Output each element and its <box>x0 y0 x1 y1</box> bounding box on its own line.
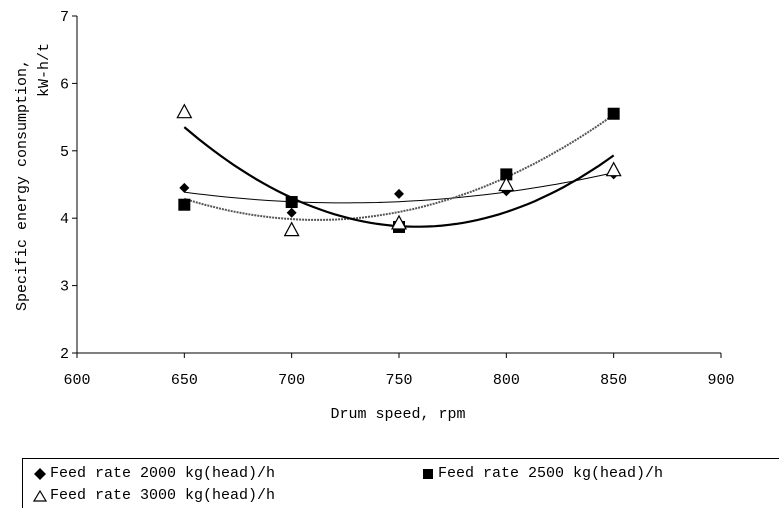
data-point-series-2 <box>178 198 191 211</box>
axes: 2 3 4 5 6 7 600 650 700 750 800 850 900 <box>60 9 735 389</box>
x-tick-label: 850 <box>600 372 627 389</box>
x-tick-label: 650 <box>171 372 198 389</box>
legend-item-2500: Feed rate 2500 kg(head)/h <box>421 465 663 482</box>
trendline-series-2 <box>184 113 615 221</box>
y-tick-label: 5 <box>60 144 69 161</box>
triangle-marker-icon <box>33 489 47 502</box>
x-tick-label: 750 <box>385 372 412 389</box>
y-tick-label: 7 <box>60 9 69 26</box>
data-point-series-3 <box>176 103 193 119</box>
diamond-marker-icon <box>34 467 46 480</box>
y-tick-label: 6 <box>60 76 69 93</box>
legend-item-2000: Feed rate 2000 kg(head)/h <box>33 465 275 482</box>
chart: 2 3 4 5 6 7 600 650 700 750 800 850 900 Drum speed, … <box>14 9 735 423</box>
data-point-series-1 <box>394 188 404 199</box>
data-point-series-3 <box>605 161 622 177</box>
y-tick-label: 4 <box>60 211 69 228</box>
y-tick-label: 2 <box>60 346 69 363</box>
square-marker-icon <box>423 468 433 479</box>
x-tick-label: 600 <box>63 372 90 389</box>
trendlines <box>183 113 615 228</box>
y-axis-title-line1: Specific energy consumption, <box>14 59 31 311</box>
data-point-series-3 <box>498 176 515 192</box>
legend: Feed rate 2000 kg(head)/h Feed rate 2500… <box>22 458 779 508</box>
y-axis-title-line2: kW-h/t <box>36 43 53 97</box>
legend-label: Feed rate 2500 kg(head)/h <box>438 465 664 482</box>
legend-label: Feed rate 2000 kg(head)/h <box>50 465 276 482</box>
data-points <box>176 103 622 237</box>
data-point-series-1 <box>179 182 190 193</box>
legend-item-3000: Feed rate 3000 kg(head)/h <box>33 487 275 504</box>
x-axis-title: Drum speed, rpm <box>330 406 465 423</box>
x-tick-label: 800 <box>493 372 520 389</box>
x-tick-label: 700 <box>278 372 305 389</box>
legend-label: Feed rate 3000 kg(head)/h <box>50 487 276 504</box>
x-tick-label: 900 <box>707 372 734 389</box>
data-point-series-2 <box>285 196 298 209</box>
data-point-series-2 <box>500 168 513 181</box>
data-point-series-3 <box>283 221 300 237</box>
data-point-series-2 <box>607 107 620 120</box>
y-tick-label: 3 <box>60 279 69 296</box>
data-point-series-1 <box>286 207 297 218</box>
data-point-series-3 <box>390 214 408 230</box>
trendline-series-1 <box>184 172 614 204</box>
